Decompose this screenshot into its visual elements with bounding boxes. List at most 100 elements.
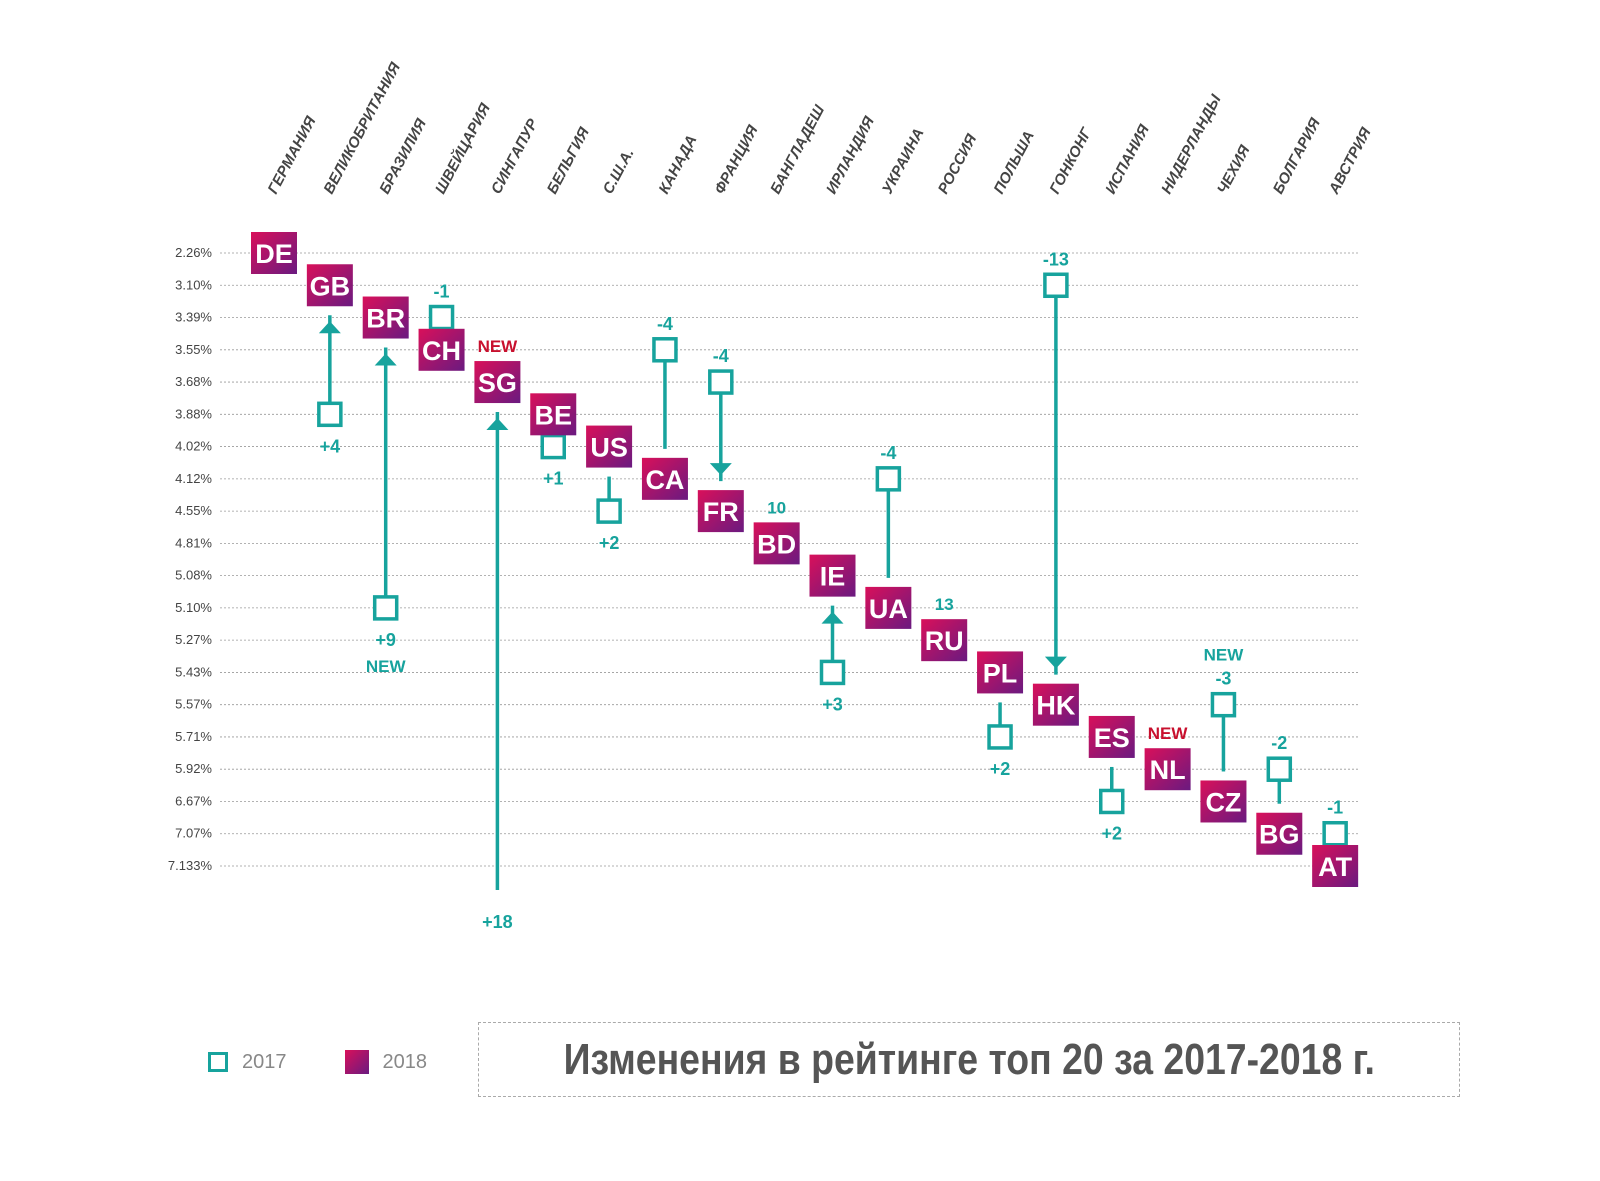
marker-2017 (987, 724, 1013, 750)
marker-2018 (251, 232, 297, 274)
marker-2018 (1312, 845, 1359, 887)
marker-2017 (652, 337, 678, 363)
chart-title: Изменения в рейтинге топ 20 за 2017-2018… (563, 1034, 1375, 1084)
title-box: Изменения в рейтинге топ 20 за 2017-2018… (478, 1022, 1460, 1097)
country-code: SG (478, 368, 517, 398)
marker-2018 (977, 651, 1024, 694)
y-tick-label: 7.133% (168, 858, 213, 873)
rank-change-label: +2 (599, 533, 620, 553)
marker-2018 (418, 328, 465, 371)
marker-2018 (362, 296, 409, 339)
y-tick-label: 3.39% (175, 310, 212, 325)
y-tick-label: 6.67% (175, 793, 212, 808)
new-label: NEW (1204, 646, 1245, 665)
marker-2017 (428, 304, 455, 331)
country-code: PL (983, 658, 1018, 688)
rank-change-label: -4 (880, 443, 896, 463)
marker-2017 (596, 498, 622, 524)
note-label: 10 (767, 498, 786, 517)
y-tick-label: 5.71% (175, 729, 212, 744)
legend-2018-label: 2018 (382, 1050, 428, 1073)
y-tick-label: 5.43% (175, 664, 212, 679)
note-label: 13 (935, 595, 954, 614)
marker-2017 (875, 466, 902, 492)
y-tick-label: 5.10% (175, 600, 212, 615)
country-name: ИРЛАНДИЯ (823, 113, 878, 197)
country-code: BD (757, 529, 796, 559)
country-name: ФРАНЦИЯ (711, 122, 762, 197)
country-code: FR (703, 497, 739, 527)
country-code: CZ (1205, 787, 1241, 817)
marker-2018 (586, 425, 633, 468)
country-name: АВСТРИЯ (1325, 124, 1375, 198)
y-tick-label: 5.27% (175, 632, 212, 647)
marker-2018 (1144, 748, 1191, 791)
country-name: НИДЕРЛАНДЫ (1158, 91, 1225, 197)
arrow-head (821, 611, 844, 624)
y-axis-ticks: 2.26% 3.10% 3.39% 3.55% 3.68% 3.88% 4.02% 4.12%… (168, 245, 213, 873)
y-tick-label: 3.68% (175, 374, 212, 389)
country-code: US (590, 433, 628, 463)
marker-2018 (1088, 715, 1135, 758)
country-name: СИНГАПУР (488, 115, 542, 197)
country-name: ГЕРМАНИЯ (265, 113, 320, 197)
country-name: ГОНКОНГ (1046, 124, 1095, 196)
marker-2018 (530, 393, 577, 436)
marker-2018 (1032, 683, 1079, 726)
marker-2018 (697, 490, 744, 533)
marker-2017 (1266, 756, 1293, 782)
marker-2018 (306, 264, 353, 307)
rank-change-label: -2 (1271, 733, 1287, 753)
country-name: С.Ш.А. (600, 146, 638, 197)
marker-2018 (641, 457, 688, 500)
arrow-head (709, 463, 732, 476)
legend-2018-swatch (344, 1050, 369, 1074)
marker-2017 (317, 401, 343, 428)
marker-2017 (1210, 691, 1237, 718)
y-tick-label: 5.08% (175, 568, 212, 583)
marker-2018 (1200, 780, 1247, 823)
y-tick-label: 5.92% (175, 761, 212, 776)
country-name: БРАЗИЛИЯ (376, 115, 430, 197)
marker-2018 (921, 619, 968, 662)
y-tick-label: 7.07% (175, 826, 212, 841)
country-code: RU (925, 626, 964, 656)
country-name: ЧЕХИЯ (1214, 142, 1254, 197)
rank-change-label: +4 (320, 436, 341, 456)
legend-2017-label: 2017 (242, 1050, 287, 1073)
rank-change-label: +18 (482, 912, 513, 932)
marker-2017 (540, 433, 566, 460)
rank-change-label: +2 (990, 759, 1011, 779)
marker-2017 (708, 369, 734, 395)
rank-change-label: -3 (1215, 669, 1231, 689)
marker-2017 (372, 595, 399, 621)
marker-2018 (753, 522, 800, 565)
y-tick-label: 3.55% (175, 342, 212, 357)
marker-2017 (1099, 788, 1125, 815)
country-name: КАНАДА (655, 132, 700, 196)
arrow-head (374, 353, 397, 366)
rank-change-label: -4 (657, 314, 673, 334)
y-tick-label: 4.02% (175, 439, 212, 454)
rank-change-label: +2 (1101, 823, 1122, 843)
legend-2017-swatch (208, 1052, 228, 1072)
data-marks: DE +4 GB +9 NEW BR -1 CH +18 SG NEW +1 BE +2 US -4 CA -4 F… (251, 232, 1359, 932)
country-code: BG (1259, 820, 1300, 850)
country-name: ПОЛЬША (991, 128, 1038, 197)
country-code: IE (820, 562, 846, 592)
rank-change-label: -1 (1327, 798, 1343, 818)
country-name: ШВЕЙЦАРИЯ (431, 99, 494, 197)
country-name: ИСПАНИЯ (1102, 121, 1153, 197)
arrow-head (318, 321, 341, 334)
y-tick-label: 5.57% (175, 697, 212, 712)
y-tick-label: 4.81% (175, 535, 212, 550)
grid-lines (220, 252, 1358, 867)
marker-2018 (1256, 812, 1303, 855)
rank-change-label: -4 (713, 346, 729, 366)
country-code: DE (255, 239, 293, 269)
marker-2017 (819, 659, 846, 686)
arrow-head (1044, 656, 1067, 669)
y-tick-label: 3.88% (175, 406, 212, 421)
country-code: GB (310, 271, 351, 301)
